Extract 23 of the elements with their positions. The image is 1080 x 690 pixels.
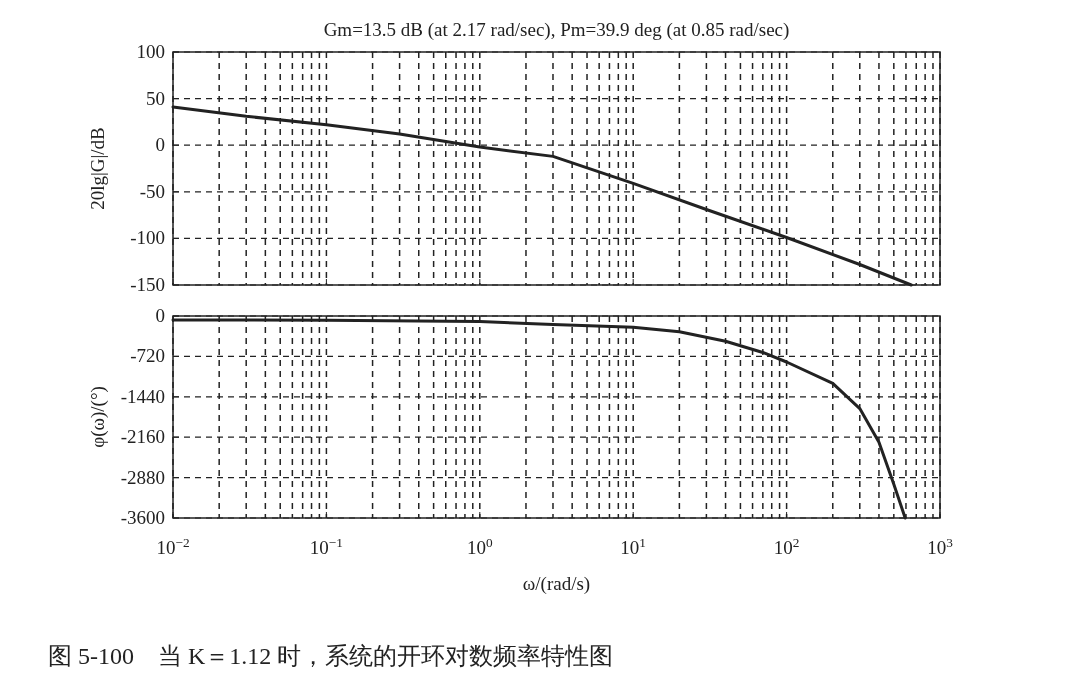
caption: 图 5-100 当 K＝1.12 时，系统的开环对数频率特性图	[48, 643, 614, 669]
y-tick-label: 100	[136, 41, 165, 62]
y-tick-label: -2880	[120, 466, 165, 488]
x-tick-label: 10$^{−2}$	[156, 534, 190, 558]
x-tick-label: 10$^{1}$	[620, 534, 647, 558]
y-tick-label: -3600	[120, 507, 165, 528]
y-tick-label: -150	[130, 274, 165, 295]
y-axis-title: φ(ω)/(°)	[87, 386, 109, 448]
x-tick-label: 10$^{3}$	[927, 534, 954, 558]
chart-title: Gm=13.5 dB (at 2.17 rad/sec), Pm=39.9 deg (at 0.85 rad/sec)	[323, 19, 790, 41]
y-axis-title: 20lg|G|/dB	[87, 127, 108, 210]
y-tick-label: -2160	[120, 426, 165, 448]
y-tick-label: 0	[155, 134, 165, 156]
y-tick-label: -100	[130, 227, 165, 249]
x-axis-title: ω/(rad/s)	[522, 573, 591, 595]
x-tick-label: 10$^{−1}$	[309, 534, 343, 558]
y-tick-label: 0	[155, 305, 165, 326]
y-tick-label: -720	[130, 345, 165, 367]
y-tick-label: 50	[146, 87, 165, 109]
x-tick-label: 10$^{2}$	[773, 534, 800, 558]
x-tick-label: 10$^{0}$	[466, 534, 493, 558]
y-tick-label: -50	[139, 180, 165, 202]
y-tick-label: -1440	[120, 385, 165, 407]
